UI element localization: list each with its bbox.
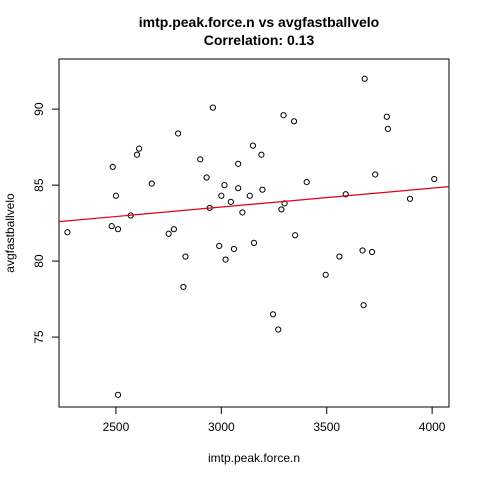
data-point	[221, 182, 228, 189]
data-point	[269, 311, 277, 318]
x-axis-title: imtp.peak.force.n	[208, 451, 300, 465]
chart-subtitle: Correlation: 0.13	[204, 32, 315, 48]
data-point	[280, 112, 287, 119]
x-tick-label: 3000	[208, 420, 235, 434]
data-point	[165, 230, 172, 237]
data-point	[170, 226, 177, 233]
data-point	[239, 209, 246, 216]
data-point	[250, 239, 258, 246]
data-point	[359, 247, 366, 254]
y-axis: 75 80 85 90	[32, 102, 59, 344]
plot-frame	[58, 58, 450, 408]
data-point	[148, 180, 155, 187]
data-point	[112, 192, 120, 199]
y-tick-label: 75	[32, 330, 46, 344]
chart-title: imtp.peak.force.n vs avgfastballvelo	[139, 14, 379, 30]
y-tick-label: 90	[32, 102, 46, 116]
data-point	[322, 271, 329, 278]
data-point	[278, 206, 285, 213]
data-point	[249, 142, 257, 149]
data-point	[182, 253, 189, 260]
data-point	[175, 130, 182, 137]
trend-line	[58, 186, 450, 223]
data-point	[360, 302, 367, 309]
data-point	[222, 256, 229, 263]
data-point	[258, 151, 265, 158]
data-point	[383, 113, 390, 120]
data-point	[246, 192, 253, 199]
data-point	[114, 226, 122, 233]
data-point	[368, 248, 376, 256]
data-point	[235, 185, 242, 192]
data-point	[197, 156, 204, 163]
data-point	[230, 245, 238, 253]
x-tick-label: 2500	[103, 420, 130, 434]
data-point	[136, 145, 143, 152]
data-point	[290, 118, 298, 125]
data-point	[227, 198, 234, 205]
data-point	[275, 326, 282, 333]
data-point	[281, 200, 288, 207]
data-point	[336, 253, 343, 260]
data-point	[303, 178, 310, 186]
y-tick-label: 80	[32, 254, 46, 268]
data-point	[109, 163, 116, 170]
data-point	[203, 174, 210, 181]
y-tick-label: 85	[32, 178, 46, 192]
data-point	[235, 160, 242, 167]
x-tick-label: 3500	[313, 420, 340, 434]
data-point	[108, 223, 115, 230]
data-point	[372, 171, 379, 178]
data-point	[431, 175, 438, 183]
x-axis: 2500 3000 3500 4000	[103, 407, 446, 434]
data-point	[133, 151, 141, 158]
data-point	[64, 229, 71, 236]
data-point	[216, 242, 223, 250]
data-point	[384, 125, 391, 133]
data-point	[259, 186, 266, 193]
data-point	[361, 75, 368, 82]
data-point	[114, 391, 122, 398]
x-tick-label: 4000	[419, 420, 446, 434]
data-points	[64, 75, 438, 398]
data-point	[209, 104, 216, 111]
data-point	[292, 232, 299, 239]
data-point	[180, 283, 187, 291]
y-axis-title: avgfastballvelo	[3, 193, 17, 273]
data-point	[218, 192, 225, 199]
data-point	[342, 191, 349, 198]
data-point	[406, 195, 414, 202]
